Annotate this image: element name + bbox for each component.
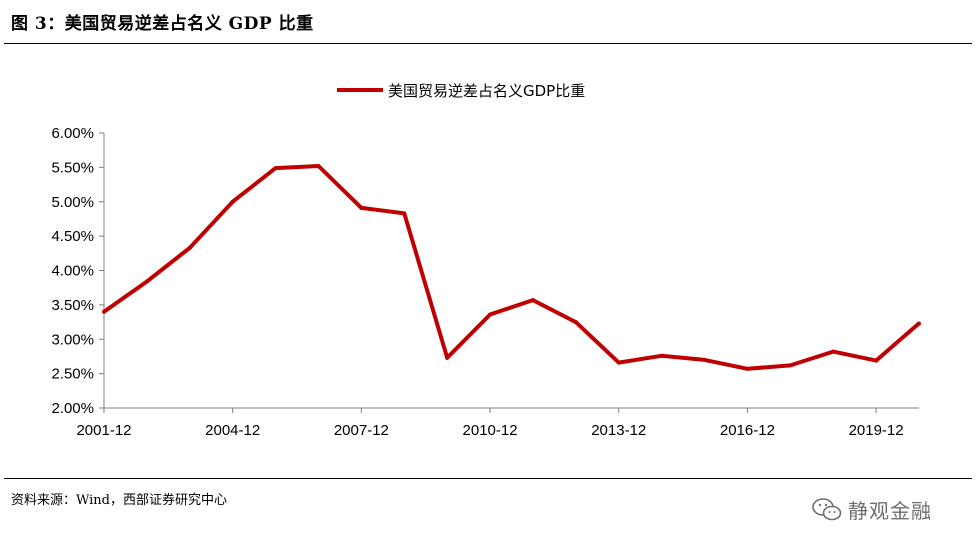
- data-point: [659, 353, 664, 358]
- data-point: [488, 312, 493, 317]
- data-points: [102, 164, 921, 371]
- x-tick-label: 2007-12: [334, 422, 389, 439]
- data-point: [874, 358, 879, 363]
- data-point: [359, 205, 364, 210]
- legend: 美国贸易逆差占名义GDP比重: [337, 82, 585, 100]
- top-rule: [4, 43, 972, 44]
- data-point: [788, 363, 793, 368]
- series-line: [102, 164, 921, 371]
- x-axis: 2001-12 2004-12 2007-12 2010-12 2013-12 2016-…: [76, 407, 919, 439]
- y-tick-label: 4.50%: [51, 228, 94, 245]
- data-point: [273, 166, 278, 171]
- data-point: [102, 309, 106, 314]
- y-tick-label: 3.00%: [51, 331, 94, 348]
- y-tick-label: 2.50%: [51, 366, 94, 383]
- data-point: [445, 355, 450, 360]
- wechat-icon: [812, 497, 842, 520]
- watermark-text: 静观金融: [848, 499, 932, 523]
- data-point: [831, 349, 836, 354]
- legend-label: 美国贸易逆差占名义GDP比重: [388, 82, 585, 100]
- data-point: [702, 357, 707, 362]
- x-tick-label: 2019-12: [849, 422, 904, 439]
- data-point: [616, 360, 621, 365]
- source-note: 资料来源：Wind，西部证券研究中心: [11, 493, 227, 508]
- y-tick-label: 4.00%: [51, 263, 94, 280]
- data-point: [530, 298, 535, 303]
- data-point: [144, 279, 149, 284]
- figure-title: 图 3：美国贸易逆差占名义 GDP 比重: [11, 14, 314, 34]
- data-point: [187, 245, 192, 250]
- y-tick-label: 2.00%: [51, 400, 94, 417]
- bottom-rule: [4, 478, 972, 479]
- data-point: [745, 366, 750, 371]
- line-chart: 美国贸易逆差占名义GDP比重 6.00% 5.50% 5.00% 4.50% 4.00%…: [51, 82, 921, 439]
- x-tick-label: 2004-12: [205, 422, 260, 439]
- x-tick-label: 2016-12: [720, 422, 775, 439]
- watermark: 静观金融: [812, 495, 932, 524]
- x-tick-label: 2013-12: [591, 422, 646, 439]
- data-point: [917, 321, 921, 326]
- data-point: [402, 211, 407, 216]
- y-tick-label: 5.50%: [51, 159, 94, 176]
- data-point: [316, 164, 321, 168]
- y-tick-label: 5.00%: [51, 194, 94, 211]
- data-point: [573, 320, 578, 325]
- y-axis: 6.00% 5.50% 5.00% 4.50% 4.00% 3.50% 3.00% 2.50%…: [51, 125, 105, 417]
- x-tick-label: 2010-12: [463, 422, 518, 439]
- x-tick-label: 2001-12: [76, 422, 131, 439]
- y-tick-label: 6.00%: [51, 125, 94, 142]
- data-point: [230, 199, 235, 204]
- y-tick-label: 3.50%: [51, 297, 94, 314]
